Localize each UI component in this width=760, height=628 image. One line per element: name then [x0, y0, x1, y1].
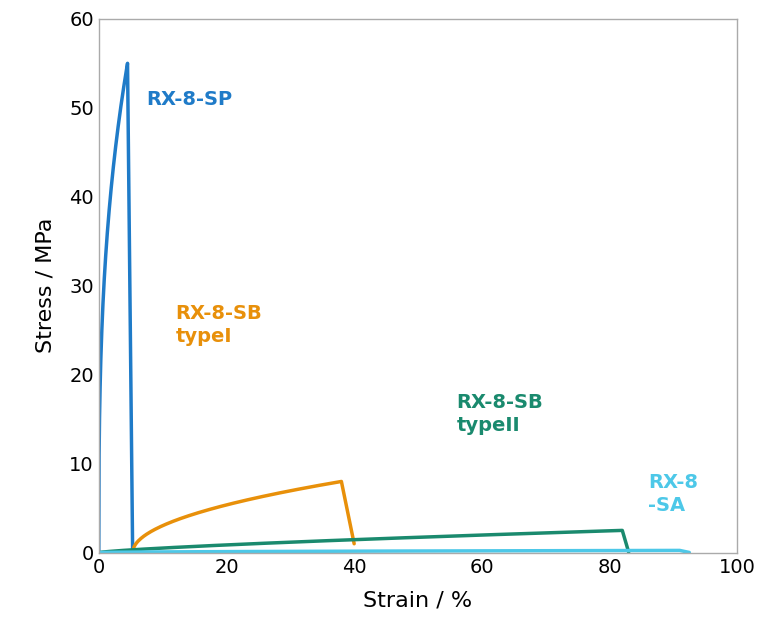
Text: RX-8-SP: RX-8-SP [147, 90, 233, 109]
Text: RX-8-SB
typeII: RX-8-SB typeII [456, 392, 543, 435]
Text: RX-8
-SA: RX-8 -SA [648, 472, 698, 515]
Text: RX-8-SB
typeI: RX-8-SB typeI [176, 303, 262, 346]
Y-axis label: Stress / MPa: Stress / MPa [35, 218, 55, 354]
X-axis label: Strain / %: Strain / % [363, 590, 473, 610]
